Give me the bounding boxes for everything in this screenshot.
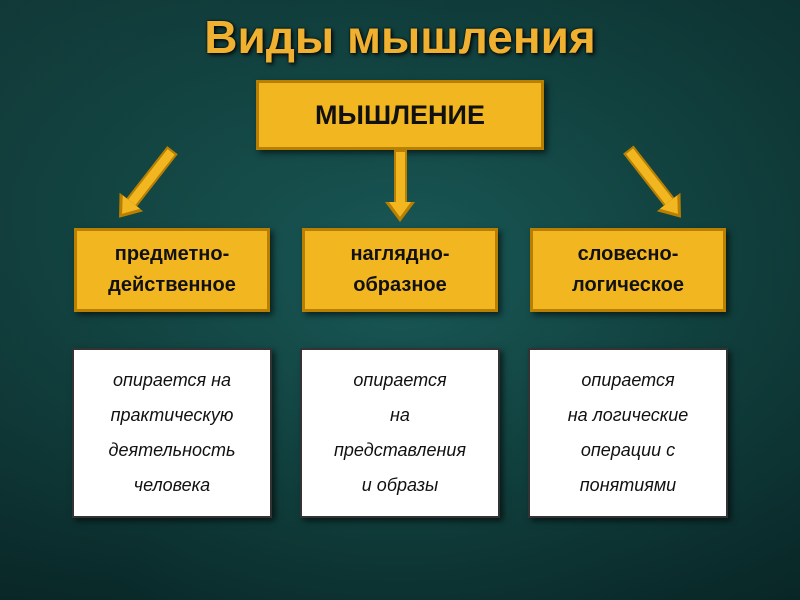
- arrow-to-child-1: [112, 144, 179, 223]
- child-1-line1: предметно-: [115, 239, 230, 270]
- arrow-to-child-2: [391, 150, 409, 222]
- desc-node-2: опирается на представления и образы: [300, 348, 500, 518]
- child-1-line2: действенное: [108, 270, 236, 301]
- desc-1-l3: деятельность: [109, 433, 236, 468]
- child-2-line2: образное: [353, 270, 447, 301]
- desc-1-l4: человека: [134, 468, 210, 503]
- desc-3-l1: опирается: [581, 363, 674, 398]
- child-node-3: словесно- логическое: [530, 228, 726, 312]
- desc-2-l4: и образы: [362, 468, 438, 503]
- child-2-line1: наглядно-: [350, 239, 449, 270]
- page-title: Виды мышления: [0, 10, 800, 64]
- desc-3-l4: понятиями: [580, 468, 676, 503]
- desc-1-l1: опирается на: [113, 363, 231, 398]
- desc-2-l3: представления: [334, 433, 466, 468]
- desc-1-l2: практическую: [111, 398, 234, 433]
- arrow-to-child-3: [621, 144, 688, 223]
- desc-2-l1: опирается: [353, 363, 446, 398]
- child-3-line2: логическое: [572, 270, 684, 301]
- root-label: МЫШЛЕНИЕ: [315, 100, 485, 131]
- desc-3-l3: операции с: [581, 433, 675, 468]
- root-node: МЫШЛЕНИЕ: [256, 80, 544, 150]
- child-3-line1: словесно-: [578, 239, 679, 270]
- child-node-1: предметно- действенное: [74, 228, 270, 312]
- desc-node-3: опирается на логические операции с понят…: [528, 348, 728, 518]
- desc-3-l2: на логические: [568, 398, 689, 433]
- desc-node-1: опирается на практическую деятельность ч…: [72, 348, 272, 518]
- desc-2-l2: на: [390, 398, 410, 433]
- child-node-2: наглядно- образное: [302, 228, 498, 312]
